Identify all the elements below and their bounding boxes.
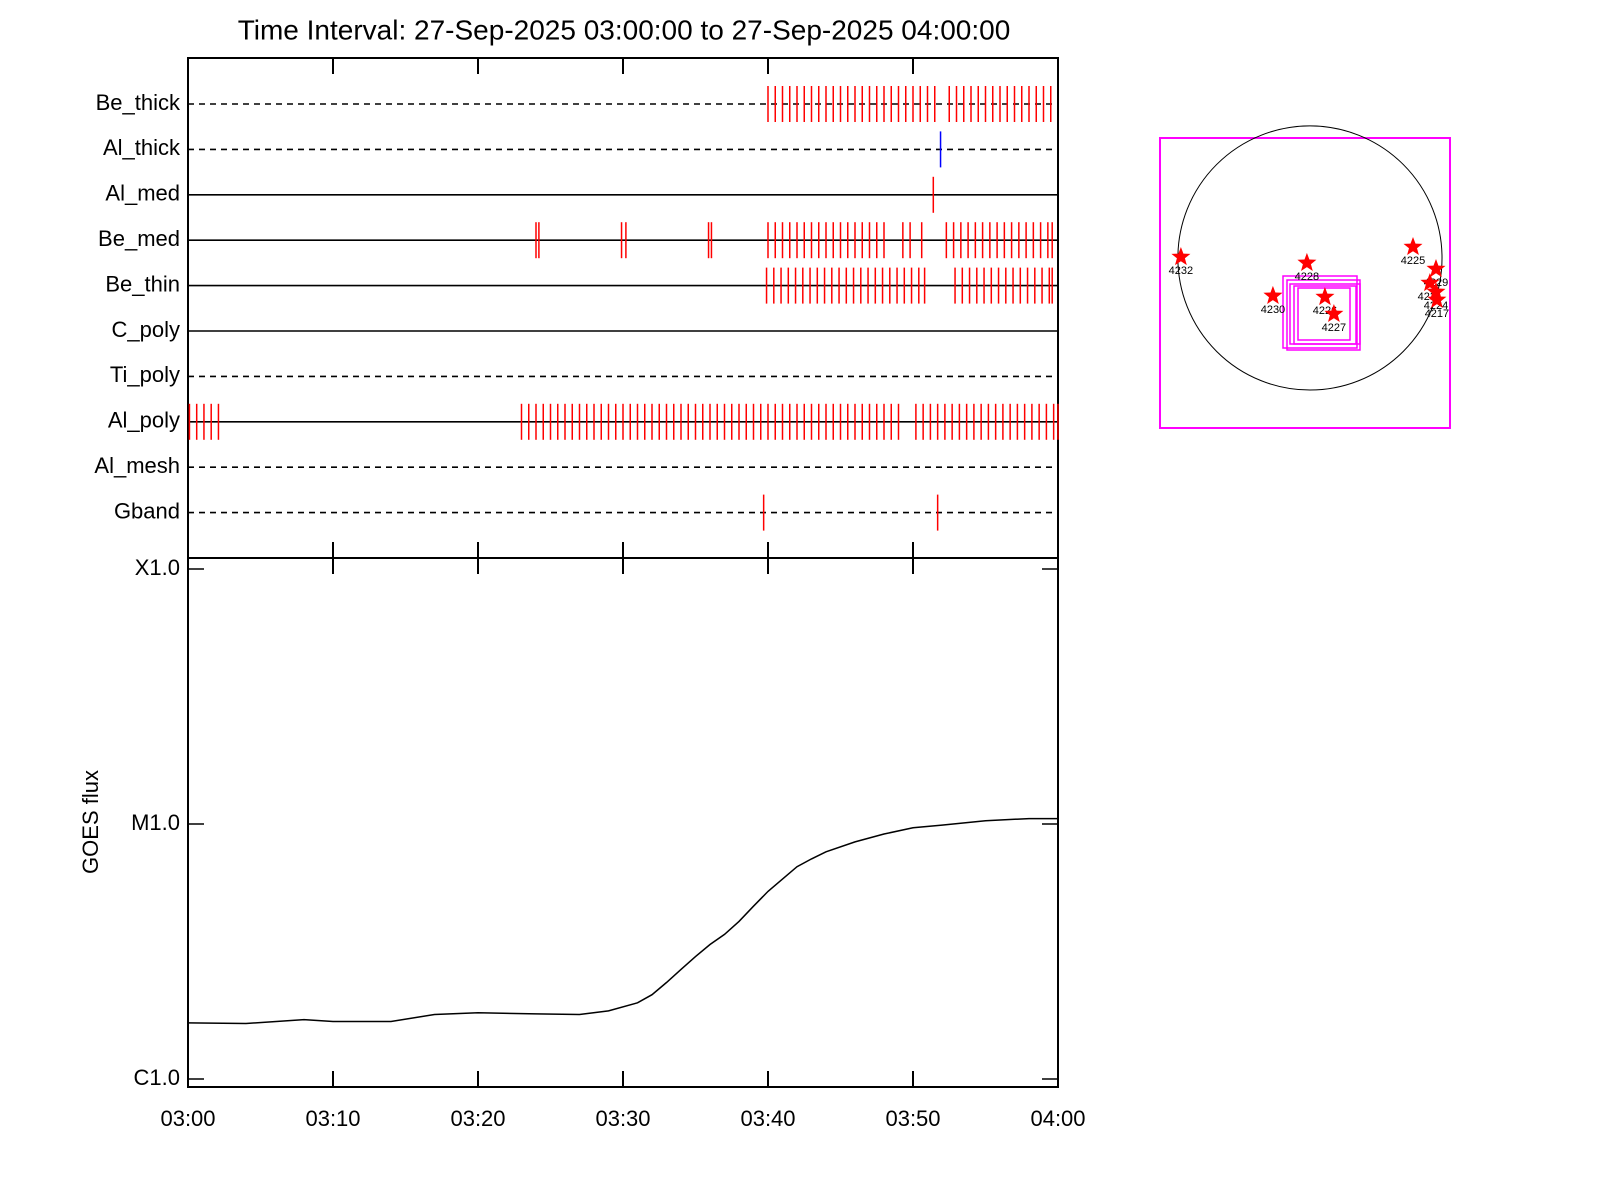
x-tick-label: 03:20 <box>450 1106 505 1131</box>
region-label: 4232 <box>1169 265 1193 277</box>
y-axis-label: GOES flux <box>78 770 103 874</box>
x-tick-label: 04:00 <box>1030 1106 1085 1131</box>
y-tick-label: C1.0 <box>134 1065 180 1090</box>
row-label: Al_mesh <box>94 453 180 478</box>
region-label: 4228 <box>1295 271 1319 283</box>
region-star <box>1315 287 1335 306</box>
row-label: Al_thick <box>103 135 181 160</box>
flux-line <box>187 817 1058 1025</box>
region-label: 4227 <box>1322 322 1346 334</box>
row-label: Al_med <box>105 181 180 206</box>
row-label: Gband <box>114 498 180 523</box>
region-star <box>1426 259 1446 278</box>
chart-title: Time Interval: 27-Sep-2025 03:00:00 to 2… <box>238 14 1011 45</box>
x-tick-label: 03:00 <box>160 1106 215 1131</box>
region-star <box>1263 285 1283 304</box>
row-label: Ti_poly <box>110 362 180 387</box>
region-star <box>1420 273 1440 292</box>
x-tick-label: 03:50 <box>885 1106 940 1131</box>
y-tick-label: X1.0 <box>135 555 180 580</box>
region-star <box>1324 304 1344 322</box>
events-frame <box>187 57 1059 559</box>
x-tick-label: 03:30 <box>595 1106 650 1131</box>
region-star <box>1297 252 1317 271</box>
region-label: 4217 <box>1425 308 1449 320</box>
region-star <box>1403 237 1423 255</box>
row-label: Be_med <box>98 226 180 251</box>
region-star <box>1426 281 1446 300</box>
region-label: 4224 <box>1424 300 1448 312</box>
row-label: Al_poly <box>108 408 180 433</box>
region-star <box>1171 247 1191 266</box>
fov-boxes <box>1282 275 1361 351</box>
y-tick-label: M1.0 <box>131 810 180 835</box>
flux-frame <box>187 557 1059 1088</box>
region-label: 4230 <box>1261 304 1285 316</box>
row-label: C_poly <box>112 317 180 342</box>
region-label: 4225 <box>1401 255 1425 267</box>
map-frame <box>1159 137 1451 429</box>
x-tick-label: 03:40 <box>740 1106 795 1131</box>
row-label: Be_thick <box>96 90 181 115</box>
region-star <box>1427 289 1447 308</box>
row-label: Be_thin <box>105 271 180 296</box>
x-tick-label: 03:10 <box>305 1106 360 1131</box>
